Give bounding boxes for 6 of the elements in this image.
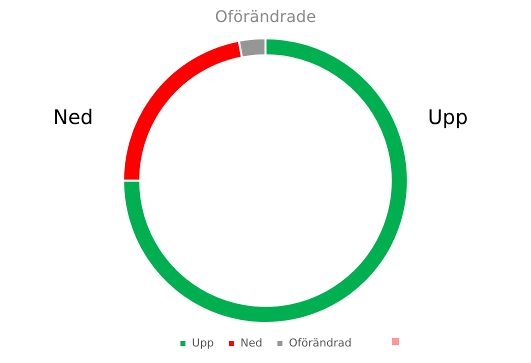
legend-label: Oförändrad [288, 336, 352, 350]
text: Upp [428, 104, 468, 129]
chart-title: Oförändrade [214, 6, 316, 26]
legend-label: Upp [192, 336, 214, 350]
legend-label: Ned [240, 336, 262, 350]
text: Ned [53, 104, 94, 129]
